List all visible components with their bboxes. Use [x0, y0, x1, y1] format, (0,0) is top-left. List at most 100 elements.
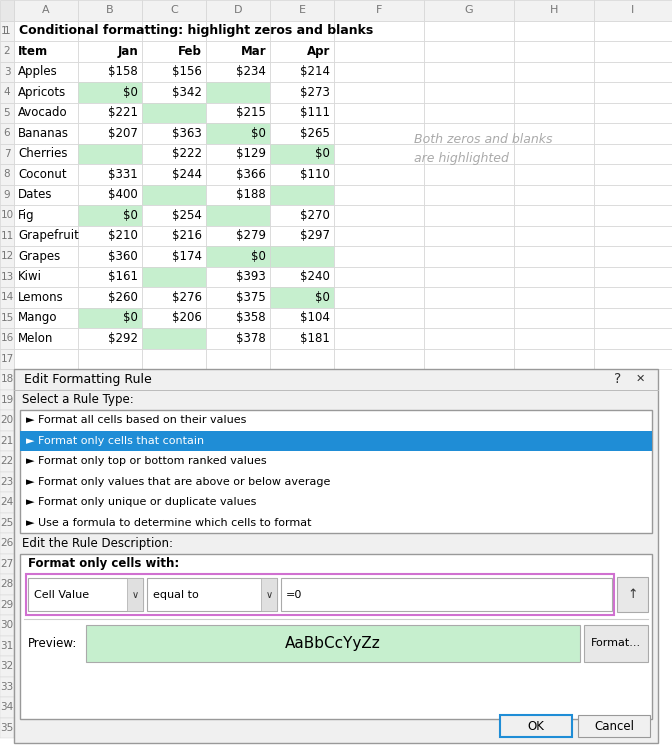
Bar	[0, 390, 14, 410]
Text: $260: $260	[108, 291, 138, 304]
Bar	[0, 0, 14, 21]
Bar	[0, 451, 14, 472]
Bar	[334, 144, 424, 164]
Bar	[14, 103, 78, 123]
Text: $158: $158	[108, 66, 138, 78]
Bar	[514, 226, 594, 246]
Bar	[78, 41, 142, 62]
Text: Apples: Apples	[18, 66, 58, 78]
Bar	[334, 82, 424, 103]
Text: $331: $331	[108, 168, 138, 181]
Text: 19: 19	[1, 395, 13, 405]
Bar	[0, 554, 14, 574]
Bar	[14, 205, 78, 226]
Bar	[78, 226, 142, 246]
Text: Apricots: Apricots	[18, 86, 67, 99]
Bar	[270, 123, 334, 144]
Bar	[0, 635, 14, 656]
Bar	[142, 62, 206, 82]
Text: $393: $393	[237, 270, 266, 283]
Bar	[584, 625, 648, 662]
Text: $222: $222	[172, 148, 202, 160]
Text: 1: 1	[1, 26, 7, 36]
Bar	[594, 41, 672, 62]
Text: $254: $254	[172, 209, 202, 222]
Bar	[0, 369, 14, 390]
Bar	[0, 492, 14, 513]
Text: Lemons: Lemons	[18, 291, 64, 304]
Text: Cell Value: Cell Value	[34, 589, 89, 600]
Text: A: A	[42, 5, 50, 15]
Text: $363: $363	[172, 127, 202, 140]
Text: OK: OK	[528, 720, 544, 732]
Bar	[14, 41, 78, 62]
Text: Format only cells with:: Format only cells with:	[28, 557, 179, 570]
Bar	[206, 123, 270, 144]
Bar	[142, 21, 206, 41]
Text: 20: 20	[1, 415, 13, 425]
Text: $0: $0	[315, 291, 330, 304]
Text: Bananas: Bananas	[18, 127, 69, 140]
Text: 6: 6	[3, 128, 10, 139]
Bar	[0, 123, 14, 144]
Bar	[334, 308, 424, 328]
Bar	[334, 164, 424, 185]
Bar	[0, 41, 14, 62]
Bar	[424, 103, 514, 123]
Text: $0: $0	[251, 127, 266, 140]
Bar	[206, 287, 270, 308]
Bar	[142, 246, 206, 267]
Bar	[142, 82, 206, 103]
Text: 9: 9	[3, 190, 10, 200]
Text: Conditional formatting: highlight zeros and blanks: Conditional formatting: highlight zeros …	[19, 25, 373, 37]
Bar	[594, 267, 672, 287]
Text: 28: 28	[1, 580, 13, 589]
Text: 24: 24	[1, 497, 13, 507]
Text: 32: 32	[1, 662, 13, 671]
Text: 27: 27	[1, 559, 13, 568]
Text: $375: $375	[237, 291, 266, 304]
Text: $366: $366	[236, 168, 266, 181]
Text: Select a Rule Type:: Select a Rule Type:	[22, 393, 134, 406]
Text: $104: $104	[300, 311, 330, 324]
Bar	[594, 0, 672, 21]
Bar	[14, 62, 78, 82]
Text: $188: $188	[237, 188, 266, 201]
Bar	[206, 246, 270, 267]
Text: $0: $0	[123, 311, 138, 324]
Bar	[424, 21, 514, 41]
Bar	[14, 123, 78, 144]
Bar	[142, 103, 206, 123]
Bar	[78, 308, 142, 328]
Text: ► Format only values that are above or below average: ► Format only values that are above or b…	[26, 477, 331, 486]
Text: AaBbCcYyZz: AaBbCcYyZz	[285, 636, 381, 651]
Bar	[270, 41, 334, 62]
Bar	[424, 62, 514, 82]
Bar	[594, 246, 672, 267]
Bar	[334, 185, 424, 205]
Bar	[514, 144, 594, 164]
Bar	[14, 0, 78, 21]
Bar	[334, 226, 424, 246]
Bar	[78, 144, 142, 164]
Text: Kiwi: Kiwi	[18, 270, 42, 283]
Text: $292: $292	[108, 332, 138, 345]
Text: 18: 18	[1, 374, 13, 384]
Text: 22: 22	[1, 456, 13, 466]
Bar	[26, 574, 614, 615]
Bar	[0, 62, 14, 82]
Bar	[0, 410, 14, 431]
Bar	[142, 0, 206, 21]
Bar	[14, 144, 78, 164]
Text: 29: 29	[1, 600, 13, 609]
Text: Cherries: Cherries	[18, 148, 67, 160]
Bar	[0, 431, 14, 451]
Bar	[514, 205, 594, 226]
Text: $207: $207	[108, 127, 138, 140]
Bar	[14, 369, 658, 743]
Text: E: E	[298, 5, 306, 15]
Bar	[0, 328, 14, 349]
Text: equal to: equal to	[153, 589, 199, 600]
Text: 35: 35	[1, 723, 13, 733]
Text: $181: $181	[300, 332, 330, 345]
